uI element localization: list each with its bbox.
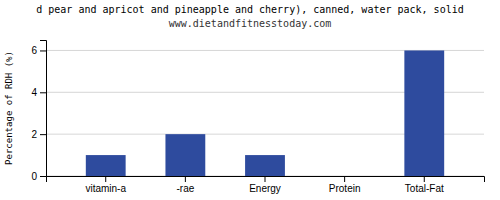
x-tick-label: Energy	[249, 183, 281, 194]
bar	[165, 134, 205, 176]
x-tick-label: vitamin-a	[85, 183, 126, 194]
bar	[86, 155, 126, 176]
x-tick-mark	[265, 176, 266, 182]
y-tick-label: 0	[31, 171, 37, 182]
x-tick: Energy	[249, 176, 281, 194]
y-tick-mark	[40, 92, 46, 93]
y-tick-mark	[40, 50, 46, 51]
bars	[86, 50, 444, 176]
x-tick-mark	[424, 176, 425, 182]
x-tick-mark	[185, 176, 186, 182]
bar	[404, 50, 444, 176]
y-tick-label: 4	[31, 87, 37, 98]
y-tick-label: 6	[31, 45, 37, 56]
plot: 0 2 4 6 vitamin-a -rae Energy Protein Total-Fat	[31, 41, 484, 195]
y-tick: 2	[31, 129, 46, 140]
grid	[46, 50, 484, 176]
y-tick-mark	[40, 176, 46, 177]
y-tick: 4	[31, 87, 46, 98]
y-tick-mark	[40, 134, 46, 135]
x-tick: Protein	[329, 176, 361, 194]
y-tick: 0	[31, 171, 46, 182]
x-tick-label: Total-Fat	[405, 183, 444, 194]
bar	[245, 155, 285, 176]
x-tick-mark	[105, 176, 106, 182]
x-tick: vitamin-a	[85, 176, 126, 194]
x-axis-line	[47, 177, 485, 183]
y-tick-label: 2	[31, 129, 37, 140]
y-axis-title: Percentage of RDH (%)	[4, 51, 14, 165]
y-axis-line	[40, 41, 47, 177]
y-axis: 0 2 4 6	[31, 41, 46, 182]
x-tick: -rae	[176, 176, 194, 194]
x-tick: Total-Fat	[405, 176, 444, 194]
x-tick-label: Protein	[329, 183, 361, 194]
x-axis: vitamin-a -rae Energy Protein Total-Fat	[47, 176, 485, 194]
subtitle: www.dietandfitnesstoday.com	[169, 18, 332, 29]
x-tick-label: -rae	[176, 183, 194, 194]
title: d pear and apricot and pineapple and che…	[36, 4, 463, 15]
y-tick: 6	[31, 45, 46, 56]
chart: d pear and apricot and pineapple and che…	[0, 0, 500, 200]
x-tick-mark	[344, 176, 345, 182]
bar	[325, 176, 365, 177]
